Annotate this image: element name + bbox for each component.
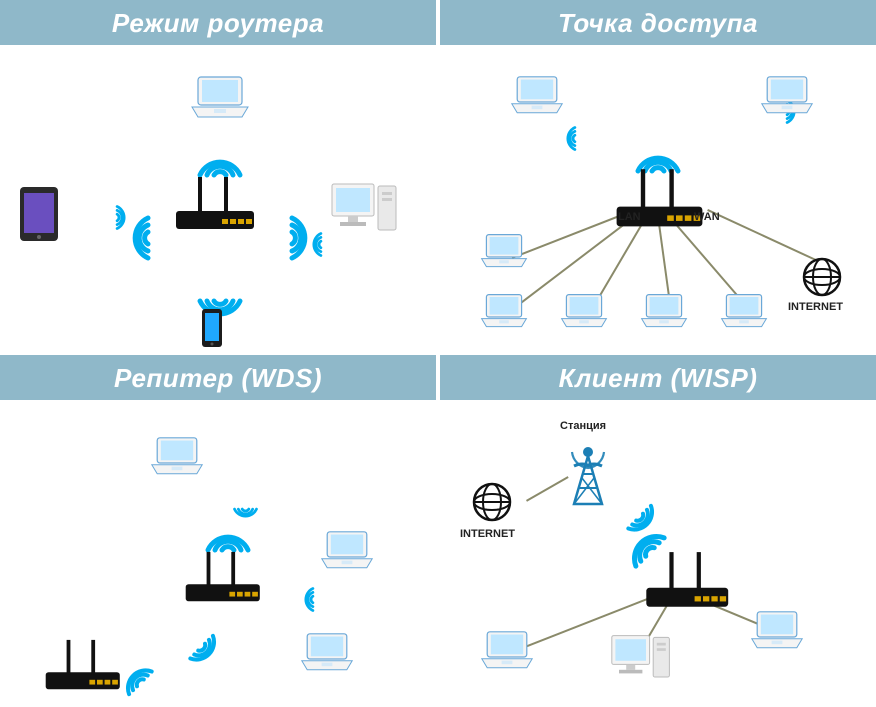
laptop-icon xyxy=(760,75,814,115)
panel-title-repeater: Репитер (WDS) xyxy=(0,355,436,400)
laptop-icon xyxy=(640,293,688,328)
laptop-top xyxy=(190,75,250,124)
router-near xyxy=(180,550,266,612)
wifi-icon xyxy=(181,627,240,686)
laptop-b4 xyxy=(720,293,768,333)
globe-icon xyxy=(800,255,844,299)
wifi-icon xyxy=(114,201,138,234)
globe-client xyxy=(470,480,514,529)
panel-body-client: Станция INTERNET xyxy=(440,400,876,706)
label-wan: WAN xyxy=(694,211,720,223)
router-ap xyxy=(610,167,709,238)
phone-bottom xyxy=(200,307,224,354)
laptop-icon xyxy=(480,293,528,328)
router-client xyxy=(640,550,735,618)
router-icon xyxy=(170,175,260,235)
laptop-tl xyxy=(510,75,564,120)
panel-title-access-point: Точка доступа xyxy=(440,0,876,45)
wifi-dev-top xyxy=(229,501,262,530)
router-center xyxy=(170,175,260,240)
wifi-icon xyxy=(554,122,578,155)
tablet-left xyxy=(18,185,60,248)
router-icon xyxy=(180,550,266,607)
router-icon xyxy=(640,550,735,613)
laptop-rep-br xyxy=(300,632,354,677)
panel-title-router-mode: Режим роутера xyxy=(0,0,436,45)
laptop-m1 xyxy=(480,233,528,273)
lan-wire-5 xyxy=(707,209,816,261)
laptop-rep-t xyxy=(150,436,204,481)
laptop-icon xyxy=(720,293,768,328)
desktop-client xyxy=(610,632,673,687)
laptop-client-r xyxy=(750,610,804,655)
wifi-icon xyxy=(229,506,262,530)
panel-body-access-point: LAN WAN INTERNET xyxy=(440,45,876,351)
laptop-icon xyxy=(320,530,374,570)
wifi-dev-right xyxy=(292,583,321,616)
router-icon xyxy=(40,638,126,695)
phone-icon xyxy=(200,307,224,349)
laptop-rep-r xyxy=(320,530,374,575)
label-internet-client: INTERNET xyxy=(460,528,515,540)
laptop-b3 xyxy=(640,293,688,333)
laptop-icon xyxy=(510,75,564,115)
label-station: Станция xyxy=(560,420,606,432)
laptop-icon xyxy=(750,610,804,650)
wifi-desktop xyxy=(300,228,329,261)
laptop-icon xyxy=(560,293,608,328)
panel-router-mode: Режим роутера xyxy=(0,0,436,351)
laptop-tr xyxy=(760,75,814,120)
laptop-b2 xyxy=(560,293,608,333)
router-far xyxy=(40,638,126,700)
desktop-icon xyxy=(330,180,400,236)
router-icon xyxy=(610,167,709,233)
wifi-icon xyxy=(292,583,316,616)
wifi-laptop-tl xyxy=(554,122,583,155)
laptop-icon xyxy=(150,436,204,476)
panel-client: Клиент (WISP) xyxy=(440,355,876,706)
laptop-icon xyxy=(190,75,250,119)
panel-access-point: Точка доступа xyxy=(440,0,876,351)
laptop-icon xyxy=(480,630,534,670)
laptop-client-l xyxy=(480,630,534,675)
label-internet-ap: INTERNET xyxy=(788,301,843,313)
laptop-icon xyxy=(300,632,354,672)
wifi-link-a xyxy=(178,623,240,685)
laptop-icon xyxy=(480,233,528,268)
panel-body-repeater xyxy=(0,400,436,706)
globe-icon xyxy=(470,480,514,524)
panel-title-client: Клиент (WISP) xyxy=(440,355,876,400)
diagram-grid: Режим роутера xyxy=(0,0,876,706)
wifi-tablet xyxy=(109,201,138,234)
desktop-right xyxy=(330,180,400,241)
laptop-b1 xyxy=(480,293,528,333)
label-lan: LAN xyxy=(618,211,641,223)
tablet-icon xyxy=(18,185,60,243)
globe-ap xyxy=(800,255,844,304)
panel-body-router-mode xyxy=(0,45,436,351)
desktop-icon xyxy=(610,632,673,682)
wifi-icon xyxy=(300,228,324,261)
panel-repeater: Репитер (WDS) xyxy=(0,355,436,706)
tower-icon xyxy=(560,438,616,508)
tower-station xyxy=(560,438,616,513)
